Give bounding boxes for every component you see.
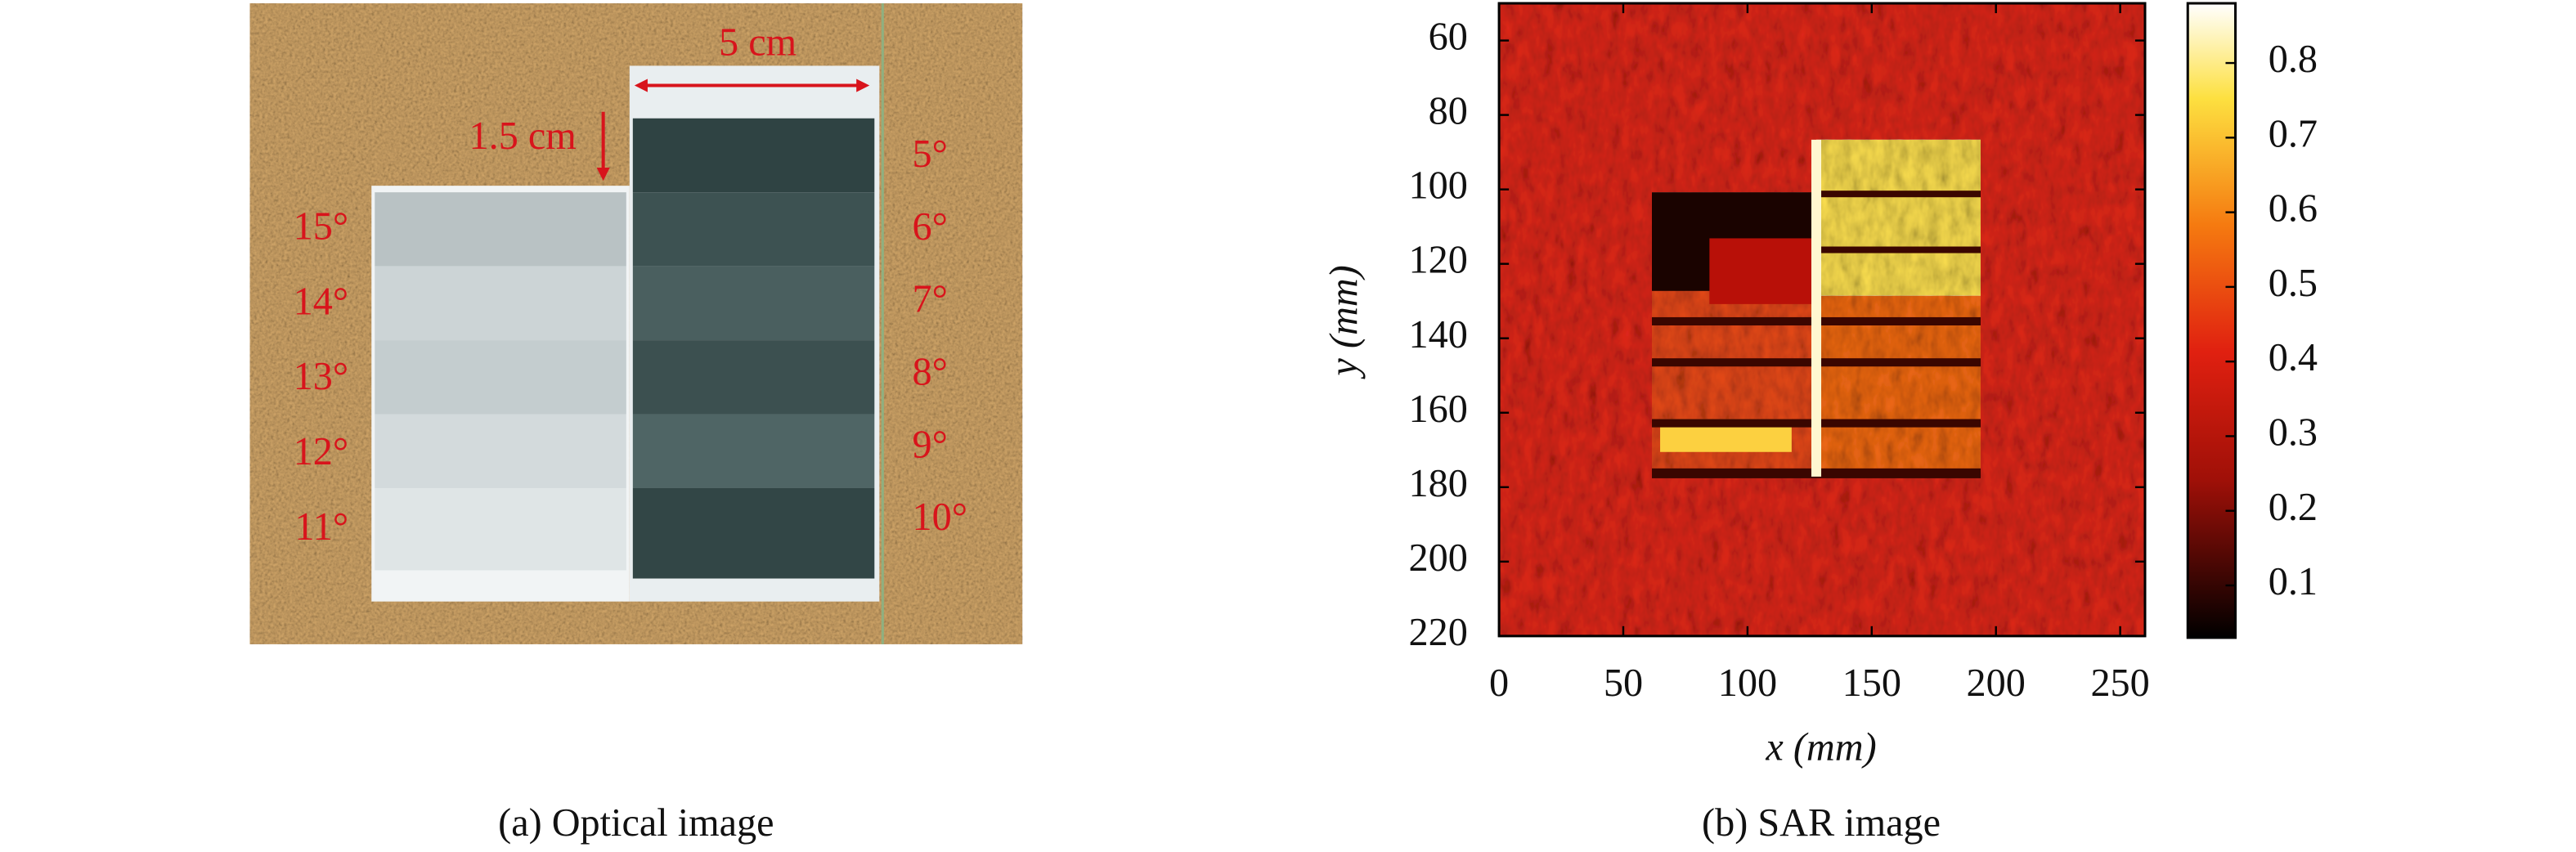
colorbar-tick-label: 0.5 bbox=[2269, 262, 2318, 305]
angle-label: 14° bbox=[294, 280, 349, 323]
axes-frame bbox=[1497, 2, 2147, 638]
angle-label: 8° bbox=[913, 351, 948, 394]
y-tick-label: 180 bbox=[1409, 462, 1468, 505]
angle-label: 10° bbox=[913, 496, 968, 539]
x-tick-label: 50 bbox=[1604, 661, 1643, 705]
colorbar bbox=[2186, 2, 2237, 639]
colorbar-tick-label: 0.8 bbox=[2269, 38, 2318, 81]
x-tick-label: 0 bbox=[1489, 661, 1509, 705]
angle-label: 9° bbox=[913, 423, 948, 466]
angle-label: 12° bbox=[294, 430, 349, 473]
colorbar-tick-label: 0.1 bbox=[2269, 560, 2318, 603]
x-axis-label: x (mm) bbox=[1765, 726, 1876, 769]
angle-label: 5° bbox=[913, 132, 948, 176]
y-axis-label: y (mm) bbox=[1322, 265, 1366, 379]
y-tick-label: 100 bbox=[1409, 164, 1468, 208]
angle-label: 6° bbox=[913, 205, 948, 249]
angle-label: 11° bbox=[294, 505, 348, 549]
angle-label: 13° bbox=[294, 355, 349, 398]
width-label: 5 cm bbox=[719, 20, 797, 64]
angle-label: 15° bbox=[294, 204, 349, 248]
y-tick-label: 220 bbox=[1409, 611, 1468, 654]
angle-label: 7° bbox=[913, 278, 948, 321]
caption: (b) SAR image bbox=[1702, 801, 1941, 845]
x-tick-label: 250 bbox=[2090, 661, 2149, 705]
colorbar-tick-label: 0.4 bbox=[2269, 336, 2318, 379]
colorbar-tick-label: 0.7 bbox=[2269, 112, 2318, 155]
x-tick-label: 150 bbox=[1842, 661, 1901, 705]
y-tick-label: 80 bbox=[1429, 90, 1468, 133]
colorbar-tick-label: 0.2 bbox=[2269, 486, 2318, 529]
optical-photo bbox=[249, 3, 1023, 644]
colorbar-tick-label: 0.6 bbox=[2269, 187, 2318, 231]
x-tick-label: 100 bbox=[1718, 661, 1777, 705]
y-tick-label: 120 bbox=[1409, 239, 1468, 282]
x-tick-label: 200 bbox=[1967, 661, 2026, 705]
y-tick-label: 60 bbox=[1429, 16, 1468, 59]
y-tick-label: 160 bbox=[1409, 388, 1468, 431]
sar-heatmap bbox=[1499, 3, 2145, 636]
caption: (a) Optical image bbox=[498, 801, 774, 845]
height-label: 1.5 cm bbox=[469, 114, 577, 158]
colorbar-tick-label: 0.3 bbox=[2269, 411, 2318, 455]
y-tick-label: 200 bbox=[1409, 536, 1468, 580]
y-tick-label: 140 bbox=[1409, 313, 1468, 356]
